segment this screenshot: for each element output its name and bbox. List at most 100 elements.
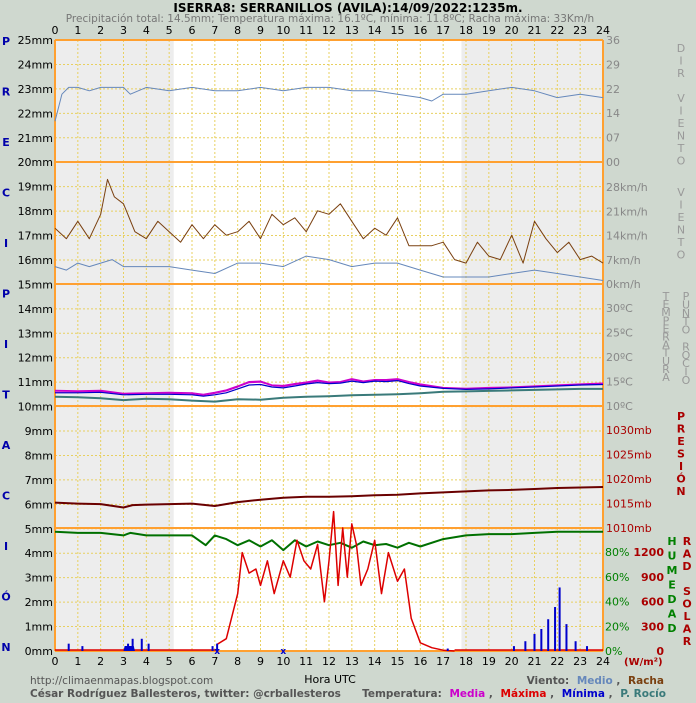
temp-tick-label: 25ºC xyxy=(606,327,633,340)
temp-tick-label: 30ºC xyxy=(606,302,633,315)
label-temperatura: P xyxy=(663,314,670,327)
hour-tick-top: 4 xyxy=(143,24,150,37)
hour-tick-bottom: 7 xyxy=(211,655,218,668)
label-temperatura: U xyxy=(662,355,670,368)
temp-tick-label: 10ºC xyxy=(606,400,633,413)
night-shade-morning xyxy=(55,40,174,651)
temp-tick-label: 15ºC xyxy=(606,376,633,389)
label-rad-solar: A xyxy=(683,623,692,636)
legend-temp-sep2: , xyxy=(550,688,554,700)
pressure-tick-label: 1015mb xyxy=(606,498,652,511)
label-dir-viento: R xyxy=(677,67,685,80)
precip-tick-label: 3mm xyxy=(25,572,53,585)
hour-tick-top: 21 xyxy=(528,24,542,37)
precip-tick-label: 0mm xyxy=(25,645,53,658)
label-punto-rocio: C xyxy=(682,357,690,370)
hour-tick-top: 1 xyxy=(74,24,81,37)
label-rad-solar: S xyxy=(683,585,691,598)
precip-marker xyxy=(123,646,135,651)
dir-tick-label: 22 xyxy=(606,83,620,96)
radiation-line xyxy=(216,510,455,652)
precip-bar xyxy=(446,648,449,651)
radiation-tick-label: 900 xyxy=(641,571,664,584)
hour-tick-top: 3 xyxy=(120,24,127,37)
precip-letter: E xyxy=(2,136,10,149)
label-rad-solar: O xyxy=(682,598,691,611)
precip-letter: P xyxy=(2,288,10,301)
precip-letter: T xyxy=(2,389,10,402)
precip-bar xyxy=(140,638,143,651)
precip-bar xyxy=(216,643,219,651)
label-temperatura: A xyxy=(662,339,670,352)
hour-tick-bottom: 5 xyxy=(166,655,173,668)
dir-tick-label: 29 xyxy=(606,58,620,71)
wind-tick-label: 14km/h xyxy=(606,230,648,243)
label-viento: O xyxy=(677,249,686,262)
precip-tick-label: 25mm xyxy=(18,34,53,47)
precip-tick-label: 21mm xyxy=(18,132,53,145)
label-temperatura: T xyxy=(662,290,670,303)
precip-tick-label: 15mm xyxy=(18,278,53,291)
precip-bar xyxy=(131,638,134,651)
humidity-tick-label: 40% xyxy=(605,596,629,609)
precip-bar xyxy=(554,607,557,651)
precip-letter: N xyxy=(1,641,10,654)
night-shade-evening xyxy=(461,40,603,651)
wind-direction-line xyxy=(54,86,604,122)
dir-tick-label: 07 xyxy=(606,132,620,145)
label-punto-rocio: P xyxy=(683,290,690,303)
data-marker-x: x xyxy=(214,647,220,657)
label-punto-rocio: I xyxy=(684,366,687,379)
hour-tick-top: 0 xyxy=(52,24,59,37)
pressure-tick-label: 1025mb xyxy=(606,449,652,462)
precip-tick-label: 13mm xyxy=(18,327,53,340)
precip-tick-label: 11mm xyxy=(18,376,53,389)
label-rad-solar: R xyxy=(683,535,692,548)
label-presion: E xyxy=(677,435,685,448)
precip-tick-label: 20mm xyxy=(18,156,53,169)
precip-bar xyxy=(565,624,568,651)
hour-tick-top: 6 xyxy=(189,24,196,37)
label-temperatura: E xyxy=(663,298,670,311)
hour-tick-bottom: 11 xyxy=(299,655,313,668)
hour-tick-bottom: 13 xyxy=(345,655,359,668)
precip-bar xyxy=(574,641,577,651)
hour-tick-top: 15 xyxy=(391,24,405,37)
hour-tick-bottom: 24 xyxy=(596,655,610,668)
pressure-tick-label: 1020mb xyxy=(606,473,652,486)
legend-temp-media: Media xyxy=(449,688,485,700)
hour-tick-bottom: 23 xyxy=(573,655,587,668)
precip-letter: R xyxy=(2,86,11,99)
precip-tick-label: 18mm xyxy=(18,205,53,218)
hour-tick-bottom: 4 xyxy=(143,655,150,668)
label-dir-viento: O xyxy=(677,155,686,168)
precip-letter: A xyxy=(2,439,11,452)
label-temperatura: R xyxy=(662,331,670,344)
precip-tick-label: 10mm xyxy=(18,401,53,414)
legend-wind-racha: Racha xyxy=(628,675,664,687)
label-temperatura: E xyxy=(663,322,670,335)
radiation-tick-label: 600 xyxy=(641,596,664,609)
night-shading xyxy=(55,40,603,651)
hour-tick-top: 24 xyxy=(596,24,610,37)
hour-tick-top: 18 xyxy=(459,24,473,37)
radiation-tick-label: 0 xyxy=(656,645,664,658)
label-humedad: E xyxy=(668,579,676,592)
precip-tick-label: 9mm xyxy=(25,425,53,438)
hour-tick-bottom: 19 xyxy=(482,655,496,668)
legend-wind-sep: , xyxy=(616,675,620,687)
precip-bar xyxy=(533,633,536,651)
hour-tick-bottom: 17 xyxy=(436,655,450,668)
hour-tick-bottom: 0 xyxy=(52,655,59,668)
hour-tick-bottom: 14 xyxy=(368,655,382,668)
data-marker-x: x xyxy=(280,647,286,657)
footer-author: César Rodríguez Ballesteros, twitter: @c… xyxy=(30,688,341,700)
precip-tick-label: 4mm xyxy=(25,547,53,560)
hour-tick-top: 12 xyxy=(322,24,336,37)
precip-bar xyxy=(147,643,150,651)
hour-tick-top: 10 xyxy=(276,24,290,37)
precip-letter: I xyxy=(4,237,8,250)
hour-tick-top: 23 xyxy=(573,24,587,37)
legend-temp-label: Temperatura: xyxy=(362,688,442,700)
